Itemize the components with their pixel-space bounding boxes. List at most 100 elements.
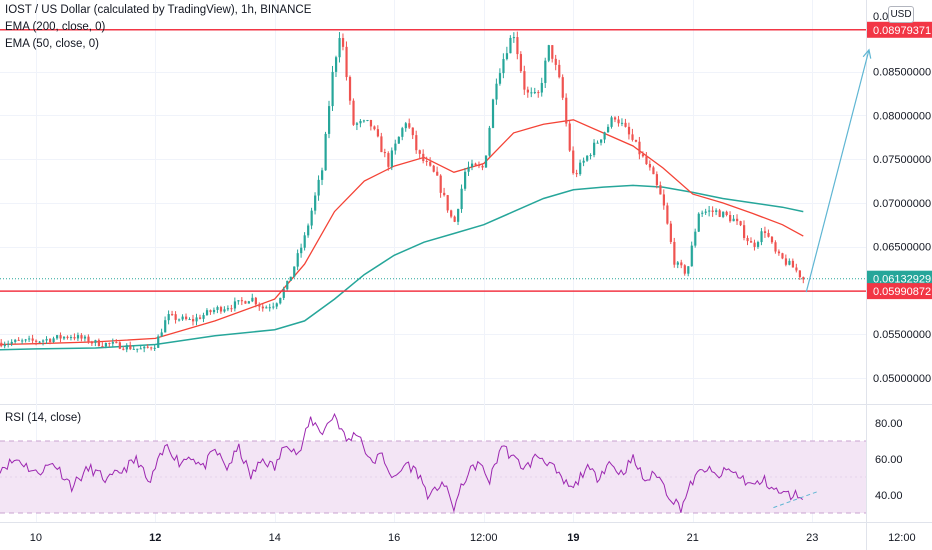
candle-body [470, 163, 474, 167]
candle-body [0, 342, 3, 347]
candle-body [247, 301, 250, 304]
candle-body [191, 319, 195, 322]
currency-badge[interactable]: USD [888, 6, 914, 23]
price-axis[interactable]: 0.05000000 0.05500000 0.06500000 0.07000000… [873, 11, 931, 502]
candle-body [680, 262, 683, 266]
candle-body [76, 335, 80, 339]
time-tick-label: 21 [687, 532, 699, 544]
time-tick-label: 14 [269, 532, 281, 544]
time-tick-label: 19 [567, 532, 579, 544]
rsi-tick-label: 80.00 [875, 418, 903, 430]
forecast-arrow[interactable] [805, 48, 872, 293]
ema-lines [0, 119, 804, 351]
candle-body [425, 160, 428, 162]
candle-body [345, 46, 348, 78]
candle-body [146, 346, 149, 348]
candle-body [233, 301, 237, 309]
candle-body [491, 99, 495, 128]
candle-body [160, 332, 163, 337]
candle-body [673, 241, 676, 265]
candle-body [547, 45, 550, 61]
horizontal-levels[interactable] [0, 29, 866, 292]
candle-body [251, 297, 254, 302]
candle-body [202, 315, 205, 319]
candle-body [498, 73, 502, 84]
candle-body [704, 211, 707, 213]
support-price-tag-bg [867, 283, 932, 300]
candle-body [52, 338, 55, 342]
last-price-tag-bg [867, 270, 932, 287]
candle-body [669, 223, 672, 242]
price-tick-label: 0.05500000 [873, 329, 931, 341]
candle-body [512, 37, 516, 39]
candle-body [69, 337, 73, 339]
candle-body [157, 336, 160, 348]
candle-body [397, 136, 400, 144]
candle-body [600, 139, 603, 143]
candle-body [694, 231, 697, 246]
candle-body [729, 215, 732, 222]
candle-body [770, 236, 774, 243]
candle-body [481, 165, 484, 168]
candle-body [530, 92, 533, 94]
candle-body [181, 316, 184, 320]
candle-body [341, 38, 345, 47]
candle-body [240, 300, 244, 302]
candle-body [188, 319, 191, 321]
candle-body [209, 310, 212, 313]
time-tick-label: 12 [149, 532, 161, 544]
candle-body [652, 167, 655, 175]
price-tick-label: 0.07000000 [873, 198, 931, 210]
candle-body [443, 192, 446, 196]
time-axis[interactable]: 10 12 14 16 12:00 19 21 23 12:00 [30, 532, 916, 544]
candle-body [118, 342, 121, 349]
candle-body [439, 175, 442, 193]
price-tick-label: 0.06500000 [873, 242, 931, 254]
resistance-price-tag-text: 0.08979371 [873, 25, 931, 37]
candle-body [390, 150, 393, 167]
candle-body [49, 339, 52, 342]
candle-body [582, 160, 585, 163]
candle-body [178, 319, 181, 321]
candle-body [296, 253, 299, 267]
candle-body [293, 266, 296, 277]
candle-body [411, 127, 414, 136]
candle-body [268, 307, 271, 309]
candle-body [143, 346, 146, 349]
candle-body [348, 77, 352, 101]
candle-body [359, 120, 362, 124]
candle-body [453, 216, 456, 222]
candle-body [509, 37, 512, 54]
candle-body [195, 317, 198, 322]
candle-body [516, 37, 519, 55]
ema200-legend: EMA (200, close, 0) [5, 21, 106, 33]
candle-body [185, 316, 188, 320]
candle-body [593, 142, 596, 156]
candle-body [300, 247, 303, 254]
candle-body [526, 89, 529, 93]
candle-body [254, 297, 257, 305]
candle-body [153, 347, 156, 349]
candle-body [383, 152, 387, 154]
candle-body [519, 54, 523, 72]
candle-body [464, 171, 467, 189]
candle-body [394, 143, 397, 151]
candle-body [122, 348, 125, 350]
time-tick-label: 10 [30, 532, 42, 544]
candle-body [219, 307, 223, 312]
time-tick-label: 16 [388, 532, 400, 544]
candle-body [676, 262, 679, 265]
candle-body [272, 306, 275, 308]
ema50-legend: EMA (50, close, 0) [5, 38, 99, 50]
candle-body [749, 241, 753, 243]
candle-body [7, 343, 10, 345]
candle-body [725, 211, 728, 216]
candle-body [307, 225, 310, 236]
candle-body [634, 139, 638, 142]
candle-body [97, 340, 101, 347]
candle-body [90, 342, 94, 344]
candle-body [743, 225, 746, 238]
candle-body [484, 155, 488, 168]
candle-body [697, 213, 700, 232]
